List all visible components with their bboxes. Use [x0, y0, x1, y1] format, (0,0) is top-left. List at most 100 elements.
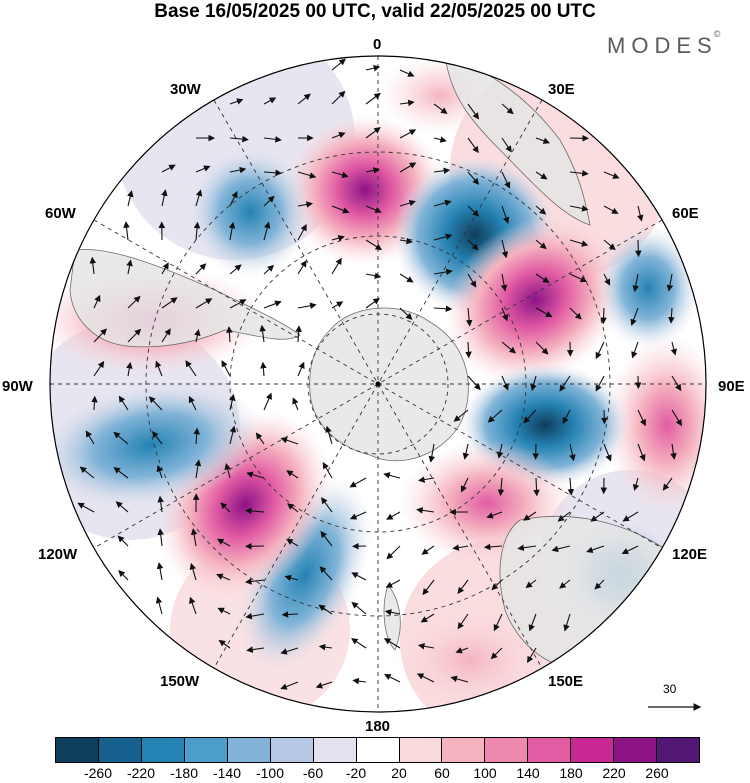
wind-arrow [351, 601, 367, 615]
colorbar-swatch [442, 738, 486, 762]
wind-arrow [493, 613, 503, 632]
wind-arrow [496, 443, 504, 459]
colorbar-swatch [399, 738, 443, 762]
wind-arrow [467, 239, 479, 251]
wind-arrow [229, 166, 247, 174]
wind-arrow [383, 472, 401, 479]
colorbar-swatch [270, 738, 314, 762]
wind-arrow [399, 199, 416, 207]
anomaly-neg-40w [188, 147, 312, 277]
wind-arrow [399, 273, 414, 283]
wind-arrow [517, 544, 537, 552]
wind-arrow [559, 375, 571, 392]
wind-arrow [420, 613, 435, 623]
wind-arrow [467, 375, 481, 391]
wind-arrow [127, 295, 141, 309]
wind-arrow [229, 393, 236, 411]
wind-arrow [457, 613, 469, 630]
wind-arrow [246, 471, 265, 479]
wind-arrow [292, 397, 299, 411]
wind-arrow [185, 360, 197, 377]
wind-arrow [422, 579, 435, 596]
wind-arrow [559, 579, 571, 589]
wind-arrow [322, 462, 333, 479]
wind-arrow [563, 613, 571, 632]
wind-vectors [77, 58, 682, 690]
wind-arrow [399, 69, 415, 77]
wind-arrow [152, 431, 163, 445]
wind-arrow [218, 639, 231, 649]
colorbar-swatch [571, 738, 615, 762]
wind-arrow [569, 273, 588, 283]
wind-arrow [533, 477, 540, 497]
wind-arrow [416, 673, 435, 683]
wind-arrow [319, 566, 333, 581]
wind-arrow [671, 409, 682, 427]
wind-arrow [460, 477, 469, 493]
lon-label-60e: 60E [672, 205, 699, 222]
wind-arrow [399, 237, 413, 245]
wind-arrow [193, 221, 201, 241]
wind-arrow [453, 409, 469, 422]
wind-arrow [365, 64, 381, 72]
wind-arrow [287, 503, 299, 513]
wind-arrow [525, 579, 537, 589]
wind-arrow [501, 307, 509, 322]
wind-arrow [297, 171, 317, 179]
wind-arrow [297, 361, 305, 377]
wind-arrow [600, 409, 608, 425]
wind-arrow [127, 190, 134, 207]
wind-arrow [79, 466, 95, 479]
wind-arrow [217, 607, 231, 615]
wind-arrow [399, 129, 417, 139]
wind-arrow [365, 205, 382, 214]
wind-arrow [331, 90, 346, 105]
wind-arrow [603, 273, 611, 286]
wind-arrow [487, 409, 503, 423]
wind-arrow [501, 137, 512, 153]
wind-arrow [246, 646, 265, 653]
wind-arrow [569, 170, 589, 177]
colorbar-tick-label: -60 [302, 765, 324, 781]
wind-arrow [331, 132, 346, 139]
wind-arrow [189, 596, 197, 615]
wind-arrow [352, 677, 367, 685]
wind-arrow [297, 201, 313, 208]
wind-arrow [535, 341, 549, 355]
wind-arrow [193, 427, 200, 445]
wind-arrow [486, 511, 503, 519]
wind-arrow [260, 361, 267, 377]
wind-arrow [595, 375, 605, 392]
wind-arrow [421, 545, 435, 555]
lon-label-150w: 150W [160, 673, 200, 690]
wind-arrow [155, 360, 163, 377]
wind-arrow [349, 477, 367, 488]
wind-arrow [351, 638, 367, 649]
wind-arrow [490, 647, 503, 660]
wind-arrow [569, 205, 589, 212]
lon-label-30w: 30W [170, 81, 201, 98]
wind-arrow [433, 103, 448, 114]
wind-arrow [569, 307, 582, 320]
wind-arrow [467, 171, 480, 185]
colorbar-tick-label: -260 [83, 765, 113, 781]
wind-arrow [637, 205, 644, 222]
colorbar-tick-label: 180 [559, 765, 583, 781]
colorbar-swatch [614, 738, 658, 762]
wind-arrow [320, 530, 333, 547]
wind-arrow [161, 297, 178, 309]
wind-arrow [500, 273, 508, 292]
colorbar-tick-label: -100 [255, 765, 285, 781]
wind-arrow [666, 273, 674, 292]
wind-arrow [245, 612, 265, 620]
brand-text: MODES [607, 33, 718, 58]
wind-arrow [216, 573, 231, 581]
wind-arrow [452, 544, 469, 551]
wind-arrow [220, 502, 231, 513]
wind-arrow [501, 205, 510, 224]
wind-arrow [455, 647, 469, 654]
wind-arrow [113, 431, 129, 445]
wind-arrow [600, 307, 607, 325]
wind-arrow [229, 98, 244, 105]
wind-arrow [297, 260, 307, 275]
